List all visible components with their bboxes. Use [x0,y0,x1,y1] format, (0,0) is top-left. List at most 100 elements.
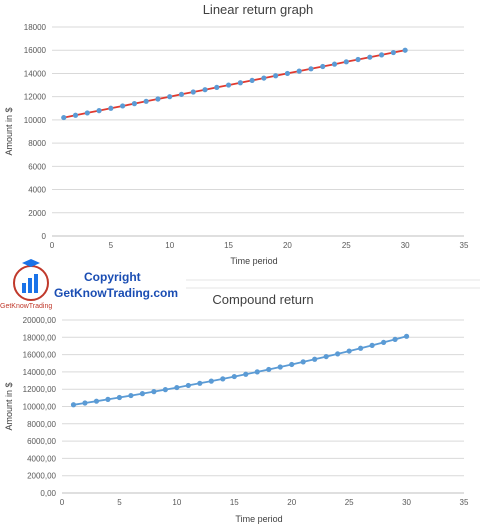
x-axis-label: Time period [230,256,277,266]
data-point [323,353,329,360]
x-tick-label: 20 [287,498,296,507]
data-point [277,364,283,370]
data-point [105,396,111,402]
data-point [190,89,196,95]
logo-bar [34,274,38,293]
x-tick-label: 20 [283,241,292,250]
y-tick-label: 10000,00 [23,403,57,412]
series-line [63,49,406,119]
data-point [143,98,149,104]
data-point [162,387,168,393]
data-point [261,75,267,81]
x-tick-label: 15 [230,498,239,507]
data-point [178,91,185,97]
watermark-small: GetKnowTrading [0,303,53,310]
x-tick-label: 5 [109,241,114,250]
y-tick-label: 0,00 [40,489,56,498]
data-point [208,378,214,384]
data-point [202,87,208,93]
y-tick-label: 16000,00 [23,351,57,360]
data-point [273,73,279,79]
data-point [312,356,318,362]
y-tick-label: 6000,00 [27,437,56,446]
data-point [402,47,408,53]
x-tick-label: 30 [402,498,411,507]
chart-title: Linear return graph [203,2,314,17]
x-tick-label: 25 [342,241,351,250]
data-point [308,66,314,72]
data-point [225,82,232,88]
data-point [355,56,361,63]
data-point [82,400,88,406]
x-tick-label: 10 [165,241,174,250]
x-tick-label: 5 [117,498,122,507]
y-tick-label: 14000 [24,69,47,78]
data-point [151,389,157,395]
data-point [284,70,291,77]
data-point [320,63,326,70]
y-tick-label: 2000,00 [27,472,56,481]
data-point [343,59,349,65]
data-point [237,80,243,86]
data-point [131,101,137,107]
data-point [379,52,385,58]
y-tick-label: 12000 [24,93,47,102]
x-tick-label: 35 [460,498,469,507]
y-axis-label: Amount in $ [4,107,14,155]
data-point [381,339,387,346]
logo-bar [22,283,26,293]
logo-cap [22,259,40,267]
x-tick-label: 35 [460,241,469,250]
x-tick-label: 0 [60,498,65,507]
y-tick-label: 4000,00 [27,454,56,463]
watermark-copyright: Copyright [84,270,141,284]
watermark-site: GetKnowTrading.com [54,286,179,300]
data-point [108,105,114,111]
data-point [392,336,398,342]
data-point [167,94,173,100]
y-tick-label: 4000 [28,186,46,195]
data-point [72,112,79,118]
data-point [358,345,364,351]
data-point [231,373,237,380]
data-point [335,351,341,357]
x-tick-label: 10 [172,498,181,507]
data-point [96,108,102,114]
data-point [254,369,260,375]
data-point [185,382,191,389]
y-axis-label: Amount in $ [4,382,14,430]
y-tick-label: 20000,00 [23,316,57,325]
series-line [73,335,407,406]
data-point [220,376,226,382]
x-tick-label: 25 [345,498,354,507]
y-tick-label: 2000 [28,209,46,218]
data-point [155,96,161,102]
y-tick-label: 8000,00 [27,420,56,429]
data-point [369,342,375,348]
data-point [331,61,338,67]
x-tick-label: 15 [224,241,233,250]
data-point [367,54,373,60]
data-point [120,103,126,109]
x-axis-label: Time period [235,514,282,524]
data-point [390,49,396,56]
data-point [289,361,295,368]
data-point [249,77,255,84]
data-point [84,110,90,116]
y-tick-label: 8000 [28,139,46,148]
data-point [61,114,67,121]
data-point [266,366,272,373]
data-point [139,391,145,397]
y-tick-label: 16000 [24,46,47,55]
y-tick-label: 14000,00 [23,368,57,377]
chart-title: Compound return [212,292,313,307]
y-tick-label: 10000 [24,116,47,125]
x-tick-label: 30 [401,241,410,250]
y-tick-label: 12000,00 [23,385,57,394]
y-tick-label: 18000 [24,23,47,32]
data-point [296,68,302,74]
data-point [197,380,203,386]
logo-bar [28,278,32,293]
data-point [214,84,220,90]
